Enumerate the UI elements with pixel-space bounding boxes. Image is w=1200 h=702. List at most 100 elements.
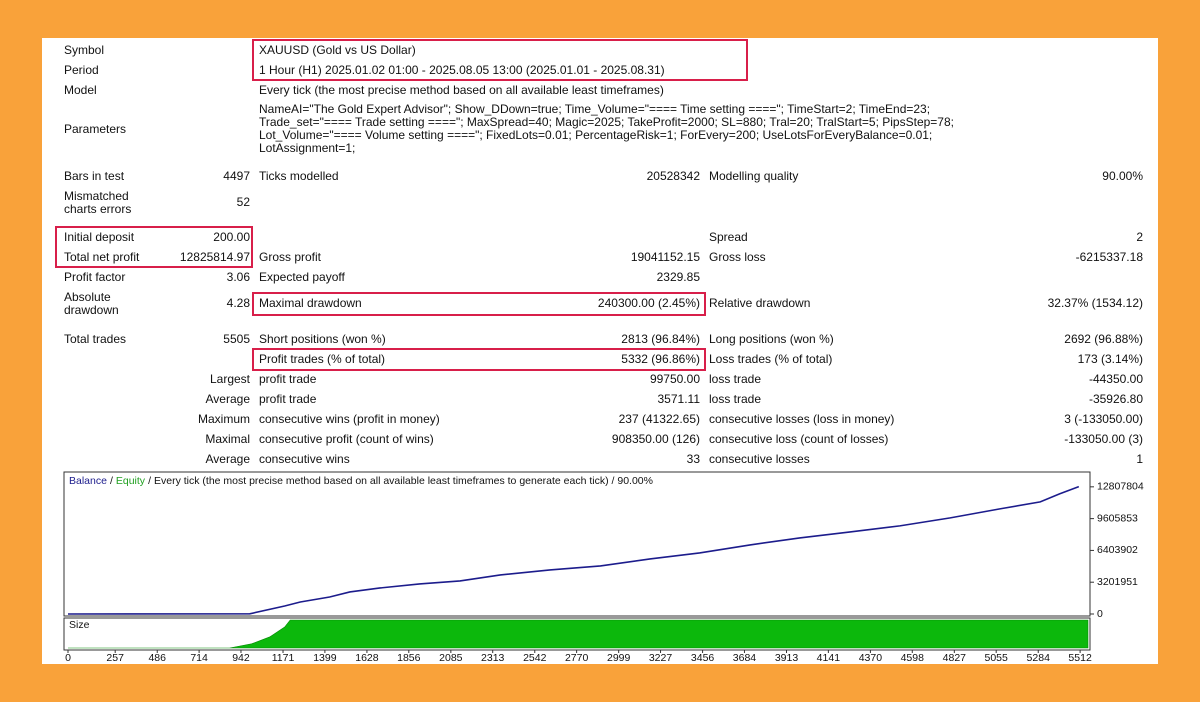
row-label: Maximum xyxy=(197,411,250,426)
parameter-line: Lot_Volume="==== Volume setting ===="; F… xyxy=(259,128,933,142)
row-label: Mismatched charts errors xyxy=(64,188,132,216)
row-value: -6215337.18 xyxy=(1075,249,1143,264)
legend-separator: / xyxy=(148,475,151,487)
row-label: Expected payoff xyxy=(259,269,345,284)
report-row: Absolute drawdown 4.28 Maximal drawdown 240… xyxy=(0,290,1200,317)
row-label: Gross loss xyxy=(709,249,766,264)
row-value: 20528342 xyxy=(646,168,700,183)
x-tick-label: 2085 xyxy=(439,652,463,664)
x-tick-label: 5055 xyxy=(985,652,1009,664)
row-value: 32.37% (1534.12) xyxy=(1047,296,1143,310)
x-tick-label: 1399 xyxy=(313,652,337,664)
row-value: 2813 (96.84%) xyxy=(621,331,700,346)
x-tick-label: 4827 xyxy=(943,652,967,664)
highlight-box xyxy=(252,292,706,316)
y-tick-label: 3201951 xyxy=(1097,576,1138,588)
y-tick-label: 12807804 xyxy=(1097,481,1144,493)
x-tick-label: 4598 xyxy=(901,652,925,664)
report-row: Profit factor 3.06 Expected payoff 2329.85 xyxy=(0,270,1200,284)
row-label: Average xyxy=(205,391,250,406)
highlight-box xyxy=(252,39,748,81)
row-value: 4497 xyxy=(223,168,250,183)
row-label: Loss trades (% of total) xyxy=(709,351,833,366)
row-label: Short positions (won %) xyxy=(259,331,386,346)
legend-separator: / xyxy=(110,475,113,487)
row-label: Modelling quality xyxy=(709,168,799,183)
report-row: Parameters NameAI="The Gold Expert Adviso… xyxy=(0,103,1200,156)
legend-entry: Equity xyxy=(116,475,146,487)
row-value: 3571.11 xyxy=(657,391,701,406)
row-label: Gross profit xyxy=(259,249,322,264)
report-row: Average consecutive wins 33 consecutive los… xyxy=(0,452,1200,466)
report-row: Maximum consecutive wins (profit in money… xyxy=(0,412,1200,426)
report-row: Total trades 5505 Short positions (won %) 2… xyxy=(0,332,1200,346)
row-label: Bars in test xyxy=(64,168,125,183)
parameters: NameAI="The Gold Expert Advisor"; Show_D… xyxy=(259,103,954,155)
row-value: 52 xyxy=(236,195,250,209)
report-row: Average profit trade 3571.11 loss trade -359… xyxy=(0,392,1200,406)
row-label: Symbol xyxy=(64,42,105,57)
x-tick-label: 3913 xyxy=(775,652,799,664)
row-value: 5332 (96.86%) xyxy=(621,351,700,366)
row-label: Total net profit xyxy=(64,249,140,264)
row-value: Every tick (the most precise method base… xyxy=(259,82,664,97)
balance-line xyxy=(67,485,1080,615)
row-value: 99750.00 xyxy=(649,371,700,386)
x-tick-label: 942 xyxy=(232,652,250,664)
x-tick-label: 4370 xyxy=(859,652,883,664)
row-label: consecutive profit (count of wins) xyxy=(259,431,434,446)
row-label: consecutive losses (loss in money) xyxy=(709,411,895,426)
row-label: Profit trades (% of total) xyxy=(259,351,386,366)
y-tick-label: 9605853 xyxy=(1097,512,1138,524)
row-value: 237 (41322.65) xyxy=(618,411,700,426)
row-label: consecutive losses xyxy=(709,451,810,466)
row-label: consecutive wins xyxy=(259,451,350,466)
row-value: 33 xyxy=(686,451,700,466)
report-row: Initial deposit 200.00 Spread 2 xyxy=(0,230,1200,244)
x-tick-label: 5512 xyxy=(1068,652,1092,664)
row-label: profit trade xyxy=(259,371,317,386)
row-label: Relative drawdown xyxy=(709,296,811,310)
report-row: Maximal consecutive profit (count of wins… xyxy=(0,432,1200,446)
x-tick-label: 0 xyxy=(65,652,71,664)
report-row: Profit trades (% of total) 5332 (96.86%) L… xyxy=(0,352,1200,366)
highlight-box xyxy=(252,348,706,371)
row-label: Average xyxy=(205,451,250,466)
x-tick-label: 2770 xyxy=(565,652,589,664)
parameter-line: LotAssignment=1; xyxy=(259,141,356,155)
row-label: Initial deposit xyxy=(64,229,135,244)
report-row: Symbol XAUUSD (Gold vs US Dollar) xyxy=(0,43,1200,57)
report-row: Mismatched charts errors 52 xyxy=(0,189,1200,216)
row-value: 1 xyxy=(1136,451,1143,466)
row-value: 200.00 xyxy=(213,229,250,244)
x-tick-label: 1628 xyxy=(355,652,379,664)
row-value: XAUUSD (Gold vs US Dollar) xyxy=(259,42,416,57)
row-value: 12825814.97 xyxy=(179,249,250,264)
x-tick-label: 486 xyxy=(148,652,166,664)
row-label: Largest xyxy=(209,371,250,386)
row-value: 90.00% xyxy=(1102,168,1143,183)
row-label: Period xyxy=(64,62,99,77)
report-row: Model Every tick (the most precise method… xyxy=(0,83,1200,97)
row-label: Spread xyxy=(709,229,748,244)
row-value: 1 Hour (H1) 2025.01.02 01:00 - 2025.08.0… xyxy=(259,62,665,77)
x-tick-label: 3227 xyxy=(649,652,673,664)
legend: Balance / Equity / Every tick (the most prec… xyxy=(69,475,653,487)
x-tick-label: 257 xyxy=(106,652,124,664)
row-value: 173 (3.14%) xyxy=(1077,351,1143,366)
x-tick-label: 2313 xyxy=(481,652,505,664)
report-row: Bars in test 4497 Ticks modelled 20528342 Mo… xyxy=(0,169,1200,183)
row-label: Long positions (won %) xyxy=(709,331,834,346)
row-value: 2 xyxy=(1136,229,1143,244)
row-value: -133050.00 (3) xyxy=(1064,431,1143,446)
report-row: Total net profit 12825814.97 Gross profit 1… xyxy=(0,250,1200,264)
x-tick-label: 714 xyxy=(190,652,208,664)
row-label: Absolute drawdown xyxy=(64,289,119,317)
row-value: 3.06 xyxy=(226,269,250,284)
row-label: Parameters xyxy=(64,122,127,136)
row-value: 19041152.15 xyxy=(630,249,700,264)
y-tick-label: 0 xyxy=(1097,608,1103,620)
row-label: Total trades xyxy=(64,331,127,346)
